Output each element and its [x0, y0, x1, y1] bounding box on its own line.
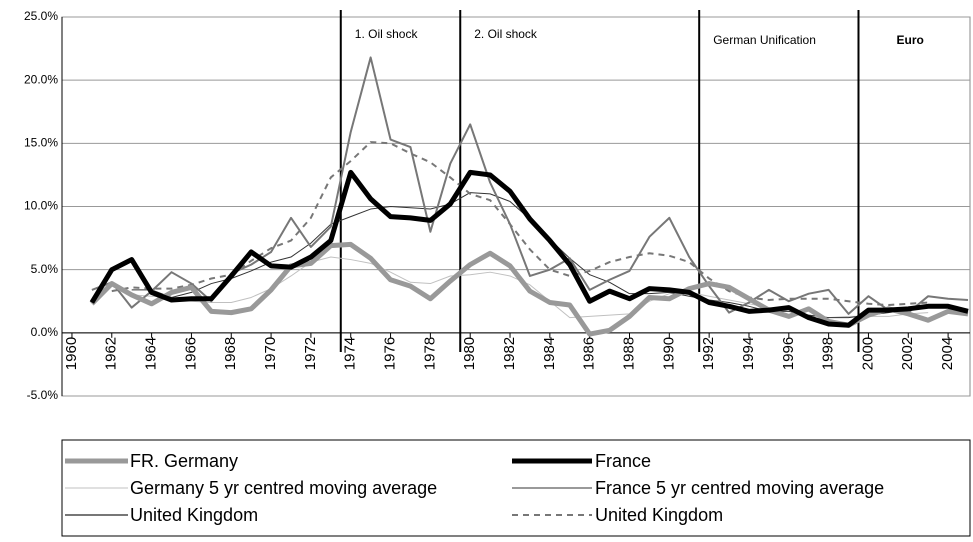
legend-box	[61, 439, 971, 537]
x-tick-label: 1970	[262, 337, 279, 370]
x-tick-label: 1974	[342, 337, 359, 370]
event-label: German Unification	[713, 33, 816, 47]
x-tick-label: 1992	[700, 337, 717, 370]
series-line	[111, 141, 929, 307]
y-tick-label: -5.0%	[27, 388, 59, 402]
y-tick-label: 20.0%	[24, 72, 58, 86]
x-tick-label: 1984	[541, 337, 558, 370]
x-tick-label: 1964	[143, 337, 160, 370]
x-tick-label: 2004	[939, 337, 956, 370]
x-tick-label: 2002	[899, 337, 916, 370]
series-line	[89, 169, 969, 328]
series-line	[90, 241, 969, 337]
x-tick-label: 1986	[581, 337, 598, 370]
y-tick-label: 5.0%	[31, 262, 59, 276]
x-tick-label: 1994	[740, 337, 757, 370]
x-tick-label: 1962	[103, 337, 120, 370]
y-tick-label: 25.0%	[24, 9, 58, 23]
x-tick-label: 1966	[182, 337, 199, 370]
legend-label: United Kingdom	[595, 505, 723, 525]
y-tick-label: 0.0%	[31, 325, 59, 339]
x-tick-label: 1960	[63, 337, 80, 370]
legend-label: France	[595, 451, 651, 471]
y-tick-label: 15.0%	[24, 136, 58, 150]
x-tick-label: 1988	[620, 337, 637, 370]
legend-label: Germany 5 yr centred moving average	[130, 478, 437, 498]
x-tick-label: 1980	[461, 337, 478, 370]
x-tick-label: 1982	[501, 337, 518, 370]
x-tick-label: 1968	[222, 337, 239, 370]
event-label: 2. Oil shock	[474, 27, 538, 41]
x-tick-label: 2000	[859, 337, 876, 370]
y-tick-label: 10.0%	[24, 199, 58, 213]
legend-label: FR. Germany	[130, 451, 238, 471]
x-tick-label: 1996	[780, 337, 797, 370]
x-tick-label: 1978	[421, 337, 438, 370]
event-label: Euro	[896, 33, 923, 47]
x-tick-label: 1998	[820, 337, 837, 370]
legend-label: United Kingdom	[130, 505, 258, 525]
x-tick-label: 1972	[302, 337, 319, 370]
x-tick-label: 1976	[382, 337, 399, 370]
x-tick-label: 1990	[660, 337, 677, 370]
legend-label: France 5 yr centred moving average	[595, 478, 884, 498]
event-label: 1. Oil shock	[355, 27, 419, 41]
